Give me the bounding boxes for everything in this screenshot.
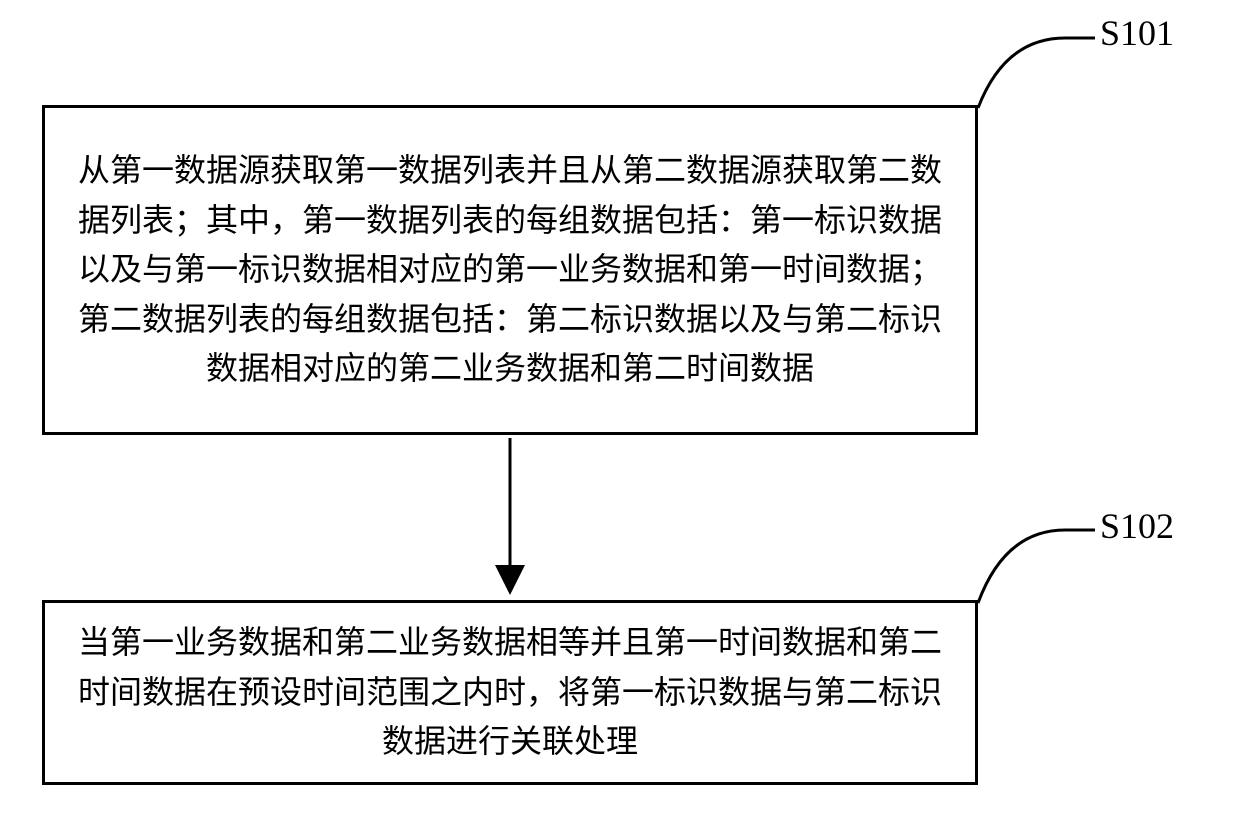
- flowchart-diagram: 从第一数据源获取第一数据列表并且从第二数据源获取第二数据列表；其中，第一数据列表…: [0, 0, 1240, 839]
- step-label-s101: S101: [1100, 12, 1174, 54]
- flowchart-node-s101: 从第一数据源获取第一数据列表并且从第二数据源获取第二数据列表；其中，第一数据列表…: [42, 105, 978, 435]
- step-label-s102: S102: [1100, 505, 1174, 547]
- node-s102-text: 当第一业务数据和第二业务数据相等并且第一时间数据和第二时间数据在预设时间范围之内…: [73, 618, 947, 767]
- flowchart-node-s102: 当第一业务数据和第二业务数据相等并且第一时间数据和第二时间数据在预设时间范围之内…: [42, 600, 978, 785]
- node-s101-text: 从第一数据源获取第一数据列表并且从第二数据源获取第二数据列表；其中，第一数据列表…: [73, 146, 947, 394]
